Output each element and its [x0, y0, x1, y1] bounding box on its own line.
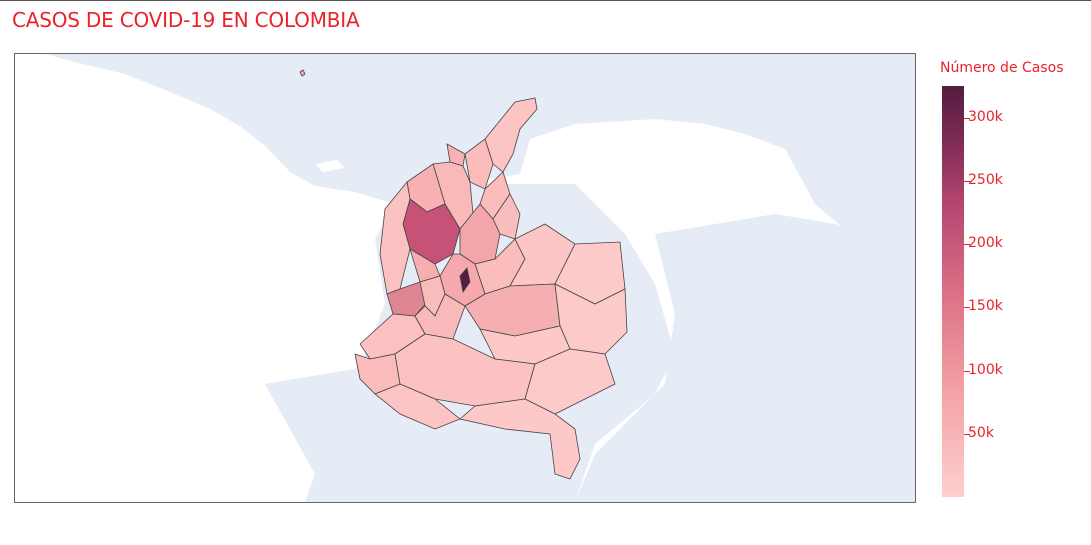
colorbar-tick-label: 300k	[968, 108, 1003, 125]
colorbar-tick-mark	[964, 180, 970, 182]
region-bogota	[459, 267, 471, 294]
page-title: CASOS DE COVID-19 EN COLOMBIA	[12, 8, 360, 32]
map-frame[interactable]	[14, 53, 916, 503]
colorbar-tick-mark	[964, 307, 970, 309]
colorbar-tick-mark	[964, 244, 970, 246]
colombia-departments[interactable]	[299, 69, 628, 480]
colorbar-tick-mark	[964, 370, 970, 372]
colorbar-tick-label: 250k	[968, 171, 1003, 188]
central-america	[155, 94, 400, 214]
region-amazonas	[459, 398, 581, 480]
colorbar-tick-mark	[964, 117, 970, 119]
colorbar-tick-label: 200k	[968, 235, 1003, 252]
top-border	[0, 0, 1091, 1]
island-jamaica	[315, 160, 345, 172]
choropleth-map[interactable]	[15, 54, 915, 502]
colorbar-tick-label: 50k	[968, 424, 994, 441]
island-hispaniola	[535, 144, 575, 162]
colorbar-gradient	[942, 86, 964, 497]
colorbar-tick-label: 100k	[968, 361, 1003, 378]
pacific-ocean	[15, 269, 375, 502]
region-magdalena	[464, 138, 494, 190]
colorbar-tick-mark	[964, 433, 970, 435]
region-caqueta	[394, 333, 536, 407]
region-san-andres	[299, 69, 306, 77]
colorbar-title: Número de Casos	[940, 60, 1064, 76]
atlantic-ocean	[575, 214, 915, 502]
colorbar-tick-label: 150k	[968, 298, 1003, 315]
region-la-guajira	[484, 97, 538, 173]
